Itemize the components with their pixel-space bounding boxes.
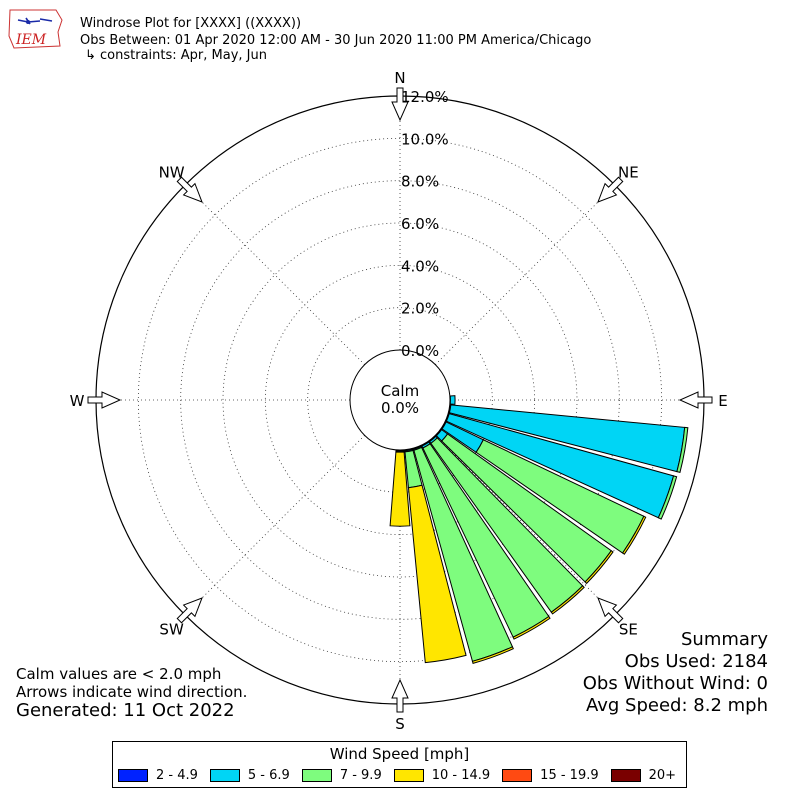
direction-label: S (395, 715, 405, 733)
direction-label: NE (618, 164, 639, 182)
direction-arrow (597, 176, 624, 203)
ring-label: 0.0% (401, 342, 439, 360)
calm-circle (349, 349, 451, 451)
summary-title: Summary (681, 629, 768, 650)
legend: Wind Speed [mph] 2 - 4.9 5 - 6.9 7 - 9.9 10… (112, 741, 687, 788)
summary-obs-without-wind: Obs Without Wind: 0 (582, 673, 768, 694)
wind-bar (471, 646, 515, 664)
wind-bar (389, 451, 411, 527)
legend-item: 7 - 9.9 (301, 768, 382, 783)
legend-label: 15 - 19.9 (540, 768, 599, 783)
wind-bar (550, 585, 585, 615)
legend-item: 15 - 19.9 (502, 768, 599, 783)
direction-arrow (391, 87, 409, 122)
wind-bar (512, 615, 551, 640)
direction-label: E (718, 392, 727, 410)
legend-swatch (209, 769, 240, 782)
legend-items: 2 - 4.9 5 - 6.9 7 - 9.9 10 - 14.9 15 - 19.9 2… (118, 768, 676, 783)
direction-label: N (394, 69, 405, 87)
generated-date: Generated: 11 Oct 2022 (16, 700, 235, 721)
direction-arrow (87, 391, 122, 409)
calm-value: 0.0% (381, 399, 419, 417)
direction-arrow (391, 678, 409, 713)
wind-bar (657, 475, 678, 520)
direction-label: SE (619, 620, 638, 638)
summary-block: Summary Obs Used: 2184 Obs Without Wind:… (583, 629, 768, 717)
direction-arrow (597, 597, 624, 624)
ring-label: 10.0% (401, 130, 449, 148)
logo-text: IEM (15, 32, 47, 48)
direction-label: NW (159, 164, 185, 182)
legend-swatch (393, 769, 424, 782)
constraints: ↳ constraints: Apr, May, Jun (85, 48, 267, 63)
legend-label: 2 - 4.9 (156, 768, 198, 783)
overlay-layer: Calm 0.0% (349, 349, 451, 451)
legend-item: 10 - 14.9 (393, 768, 491, 783)
grid-ring (222, 222, 578, 578)
wind-bar (449, 395, 456, 405)
calm-label: Calm (381, 382, 419, 400)
direction-label: SW (159, 620, 184, 638)
direction-labels-layer: N NE E SE S SW W NW (70, 69, 728, 733)
wind-bar (407, 484, 467, 664)
wind-bar (676, 426, 689, 474)
wind-bar (584, 550, 614, 585)
grid-ring (180, 180, 620, 620)
obs-between: Obs Between: 01 Apr 2020 12:00 AM - 30 J… (80, 33, 592, 48)
legend-swatch (301, 769, 332, 782)
arrows-note: Arrows indicate wind direction. (16, 683, 248, 701)
ring-labels-layer: 0.0% 2.0% 4.0% 6.0% 8.0% 10.0% 12.0% (401, 88, 449, 360)
ring-label: 8.0% (401, 173, 439, 191)
wind-bar (621, 515, 647, 555)
ring-label: 2.0% (401, 300, 439, 318)
legend-title: Wind Speed [mph] (329, 745, 470, 763)
legend-swatch (502, 769, 533, 782)
legend-label: 10 - 14.9 (431, 768, 491, 783)
grid-spoke (184, 184, 365, 365)
plot-title: Windrose Plot for [XXXX] ((XXXX)) (80, 16, 302, 31)
legend-swatch (610, 769, 641, 782)
summary-avg-speed: Avg Speed: 8.2 mph (586, 695, 768, 716)
direction-arrow (176, 597, 203, 624)
legend-label: 20+ (648, 768, 677, 783)
legend-label: 7 - 9.9 (339, 768, 382, 783)
direction-arrow (678, 391, 713, 409)
ring-label: 6.0% (401, 215, 439, 233)
calm-note: Calm values are < 2.0 mph (16, 665, 222, 683)
legend-item: 20+ (610, 768, 677, 783)
iem-logo: IEM (8, 9, 63, 49)
legend-item: 5 - 6.9 (209, 768, 290, 783)
legend-item: 2 - 4.9 (118, 768, 198, 783)
summary-obs-used: Obs Used: 2184 (624, 651, 768, 672)
bars-layer (389, 395, 689, 664)
legend-label: 5 - 6.9 (247, 768, 290, 783)
direction-arrow (176, 176, 203, 203)
legend-swatch (118, 769, 148, 782)
ring-label: 4.0% (401, 257, 439, 275)
grid-ring (137, 137, 663, 663)
direction-label: W (70, 392, 85, 410)
ring-label: 12.0% (401, 88, 449, 106)
